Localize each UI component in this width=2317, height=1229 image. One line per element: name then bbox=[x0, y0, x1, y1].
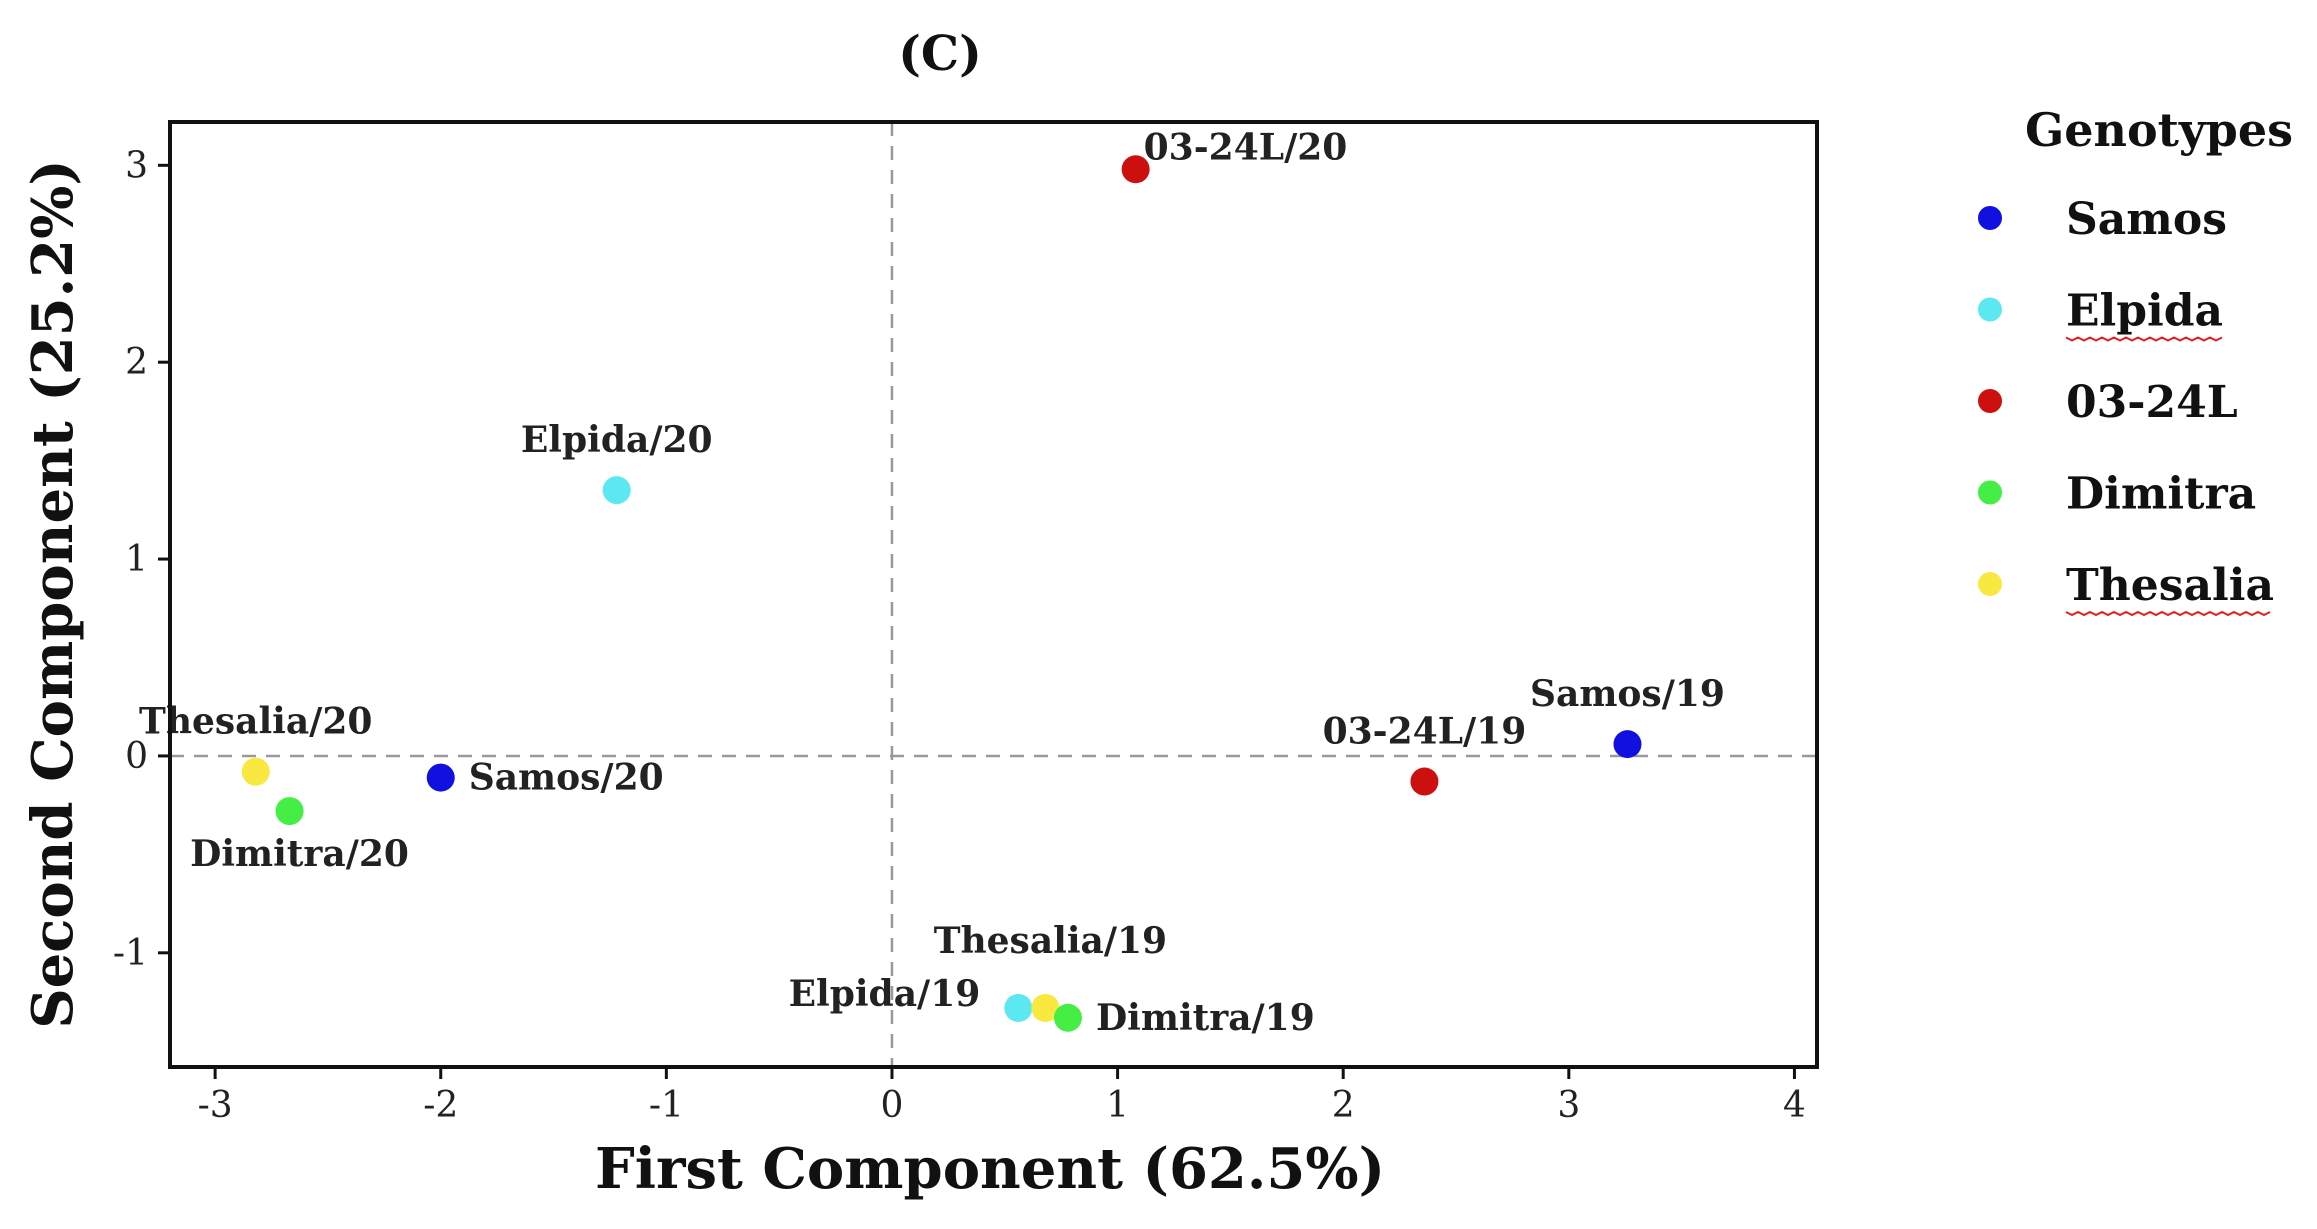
x-tick-label: 1 bbox=[1106, 1085, 1129, 1126]
spellcheck-underline bbox=[2065, 610, 2271, 617]
x-tick-label: 2 bbox=[1332, 1085, 1355, 1126]
data-points bbox=[241, 155, 1642, 1032]
x-tick-label: 3 bbox=[1557, 1085, 1580, 1126]
legend: Genotypes Samos Elpida 03-24L Dimitra Thesal… bbox=[1978, 103, 2293, 617]
x-tick-label: 0 bbox=[881, 1085, 904, 1126]
point-label: Samos/19 bbox=[1530, 673, 1725, 715]
point-label: Elpida/20 bbox=[521, 419, 713, 461]
legend-marker bbox=[1978, 297, 2002, 322]
y-tick-label: 1 bbox=[125, 539, 148, 580]
point-label: Dimitra/19 bbox=[1096, 997, 1315, 1039]
legend-marker bbox=[1978, 572, 2002, 596]
point-label: 03-24L/20 bbox=[1144, 126, 1348, 168]
x-tick-label: -3 bbox=[198, 1085, 233, 1126]
x-axis-label: First Component (62.5%) bbox=[595, 1136, 1385, 1202]
y-tick-label: 0 bbox=[125, 736, 148, 777]
y-axis-label: Second Component (25.2%) bbox=[20, 159, 86, 1029]
legend-label: Elpida bbox=[2066, 286, 2223, 337]
legend-marker bbox=[1978, 206, 2002, 230]
y-tick-label: -1 bbox=[113, 933, 148, 974]
spellcheck-underline bbox=[2065, 336, 2223, 342]
data-point bbox=[1613, 730, 1642, 759]
x-tick-label: -2 bbox=[423, 1085, 458, 1126]
point-label: Samos/20 bbox=[469, 757, 664, 799]
plot-frame bbox=[168, 120, 1819, 1069]
y-tick-label: 3 bbox=[125, 145, 148, 186]
axis-ticks: -3 -2 -1 0 1 2 3 4 -1 0 1 2 3 bbox=[113, 145, 1806, 1126]
x-tick-label: -1 bbox=[649, 1085, 684, 1126]
data-point bbox=[1031, 993, 1060, 1022]
reference-lines bbox=[170, 122, 1817, 1067]
point-label: Dimitra/20 bbox=[190, 833, 409, 875]
legend-marker bbox=[1978, 480, 2002, 505]
data-point bbox=[1121, 155, 1150, 184]
x-tick-label: 4 bbox=[1783, 1085, 1806, 1126]
legend-label: Dimitra bbox=[2066, 469, 2256, 520]
data-point bbox=[602, 476, 631, 505]
point-labels: 03-24L/20 Elpida/20 Thesalia/20 Dimitra/20 S… bbox=[139, 126, 1725, 1039]
point-label: Thesalia/20 bbox=[139, 701, 372, 743]
data-point bbox=[1004, 993, 1033, 1022]
point-label: 03-24L/19 bbox=[1323, 711, 1527, 753]
legend-label: Thesalia bbox=[2066, 560, 2274, 611]
chart-title: (C) bbox=[898, 26, 982, 82]
legend-label: 03-24L bbox=[2066, 377, 2238, 428]
data-point bbox=[241, 757, 270, 786]
data-point bbox=[275, 797, 304, 826]
point-label: Thesalia/19 bbox=[934, 920, 1167, 962]
legend-marker bbox=[1978, 389, 2002, 413]
data-point bbox=[426, 763, 455, 792]
legend-title: Genotypes bbox=[2025, 103, 2293, 157]
data-point bbox=[1053, 1003, 1082, 1032]
y-tick-label: 2 bbox=[125, 342, 148, 383]
legend-label: Samos bbox=[2066, 194, 2227, 245]
data-point bbox=[1410, 767, 1439, 796]
point-label: Elpida/19 bbox=[789, 973, 981, 1015]
